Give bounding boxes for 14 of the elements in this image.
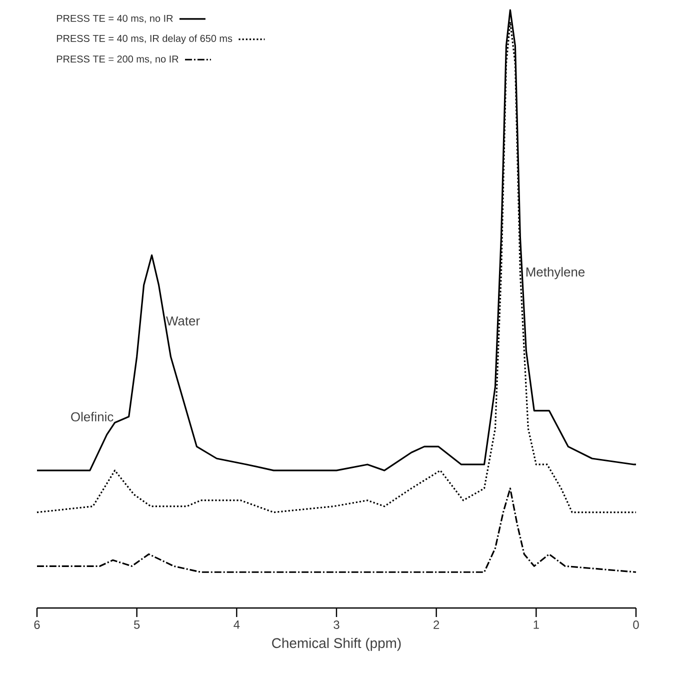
legend-label: PRESS TE = 40 ms, no IR xyxy=(56,14,173,24)
legend-label: PRESS TE = 200 ms, no IR xyxy=(56,56,178,64)
x-tick-label: 0 xyxy=(633,620,639,629)
x-tick-label: 2 xyxy=(434,620,440,629)
x-tick-label: 4 xyxy=(234,620,240,629)
legend-label: PRESS TE = 40 ms, IR delay of 650 ms xyxy=(56,34,232,44)
x-tick-label: 1 xyxy=(534,620,539,629)
annotation: Water xyxy=(166,316,200,326)
x-tick-label: 6 xyxy=(34,620,40,629)
x-tick-label: 5 xyxy=(134,620,140,629)
x-axis-title: Chemical Shift (ppm) xyxy=(272,638,401,651)
annotation: Methylene xyxy=(526,267,585,280)
x-tick-label: 3 xyxy=(334,620,340,629)
annotation: Olefinic xyxy=(71,412,114,422)
